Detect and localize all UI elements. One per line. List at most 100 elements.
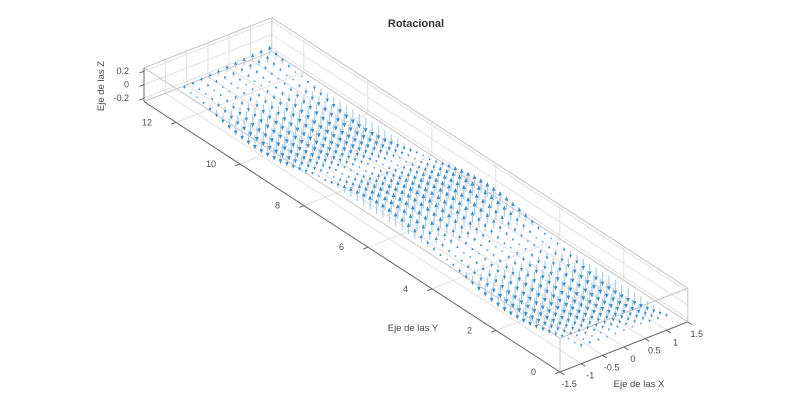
quiver-dot [518,243,521,246]
quiver-head [596,297,601,302]
quiver-head [524,248,527,251]
quiver-head [427,198,432,203]
quiver-head [447,249,451,252]
quiver-head [466,196,471,202]
quiver-head [385,170,389,174]
quiver-head [370,171,374,175]
quiver-head [410,180,415,185]
quiver-head [346,134,351,140]
quiver-head [564,302,569,308]
quiver-head [428,230,432,235]
quiver-head [336,144,340,149]
quiver-head [524,213,528,217]
box-edge [271,51,689,323]
quiver-head [594,303,599,309]
quiver-head [607,309,611,315]
quiver-head [380,202,385,208]
quiver-head [234,61,238,65]
quiver-head [570,306,575,312]
quiver-head [549,324,554,329]
quiver-dot [341,172,344,175]
quiver-head [423,166,427,171]
quiver-head [314,111,319,116]
quiver-head [459,168,464,173]
z-tick-label: 0 [124,80,129,90]
quiver-head [500,214,504,219]
y-tick [235,163,241,167]
quiver-head [236,121,240,126]
y-tick-label: 4 [403,284,408,294]
quiver-head [391,172,396,177]
quiver-head [519,300,524,305]
quiver-head [233,130,238,135]
quiver-head [319,169,323,173]
y-axis-line [143,101,561,373]
quiver-head [543,297,547,303]
quiver-head [281,57,284,61]
quiver-head [383,138,387,143]
quiver-head [183,85,186,88]
quiver-head [618,320,622,324]
quiver-head [417,209,421,215]
quiver-head [364,150,368,155]
quiver-head [396,144,400,149]
quiver-head [464,275,468,280]
quiver-dot [495,246,497,248]
quiver-head [304,169,308,173]
quiver-head [349,150,353,155]
quiver-head [557,298,562,304]
quiver-dot [254,80,256,83]
grid-line [271,20,689,292]
quiver-head [332,156,336,161]
quiver-head [513,295,518,300]
quiver-head [605,315,609,320]
quiver-head [289,150,294,155]
grid-line [143,34,272,86]
quiver-head [319,125,323,130]
quiver-head [208,108,212,112]
quiver-head [319,150,323,155]
quiver-head [259,119,263,124]
quiver-dot [190,92,192,94]
x-tick-label: -1 [586,371,594,381]
z-tick-label: 0.2 [116,66,129,76]
quiver-head [558,321,562,326]
quiver-head [592,309,596,315]
quiver-head [447,213,451,218]
quiver-head [374,198,379,204]
quiver-head [317,102,321,107]
quiver-head [604,293,609,299]
quiver-head [587,271,592,276]
quiver-head [566,295,571,300]
quiver-head [295,127,300,133]
quiver-dot [486,249,489,252]
quiver-head [253,113,257,118]
quiver-head [524,282,528,288]
quiver-head [259,49,263,54]
quiver-head [362,174,366,178]
y-tick [491,329,497,333]
quiver-head [421,193,426,199]
quiver-head [355,153,359,157]
quiver-head [270,106,274,110]
quiver-dot [196,96,199,98]
quiver-head [554,332,558,336]
quiver-head [198,87,201,91]
quiver-head [606,286,611,291]
quiver-head [297,146,302,152]
quiver-head [520,233,523,237]
quiver-head [355,131,360,136]
y-tick-label: 6 [339,242,344,252]
quiver-head [381,144,385,149]
quiver-head [498,225,502,229]
quiver-head [528,296,532,302]
quiver-head [472,201,477,207]
quiver-head [449,177,453,182]
quiver-head [356,172,359,175]
quiver-head [487,273,492,278]
quiver-head [265,152,270,158]
quiver-head [551,262,556,266]
quiver-head [263,133,268,138]
quiver-head [562,248,566,252]
quiver-dot [396,164,399,167]
